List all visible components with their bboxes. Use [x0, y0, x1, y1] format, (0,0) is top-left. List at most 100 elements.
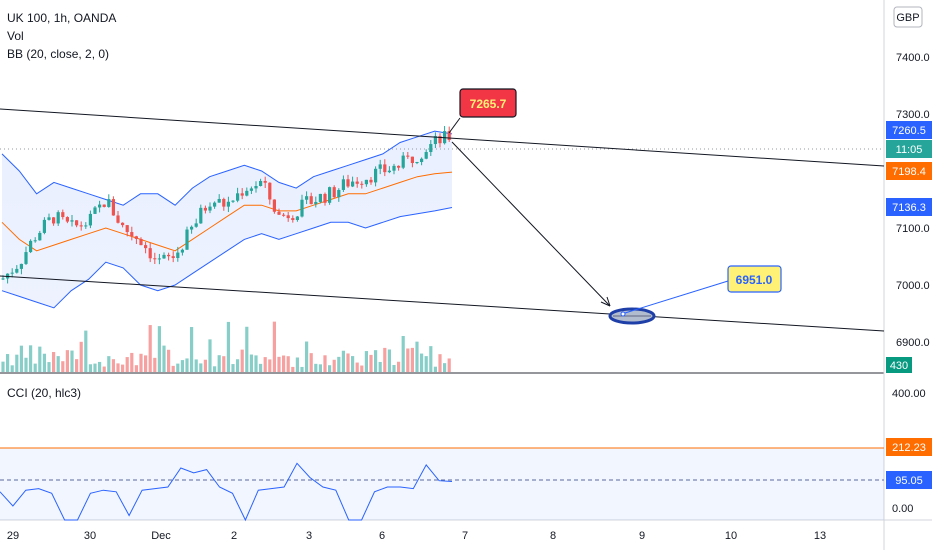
candle-body [420, 158, 424, 163]
volume-bar [139, 353, 143, 372]
bb-basis-value: 7198.4 [892, 166, 926, 178]
candle-body [351, 181, 355, 187]
volume-bar [130, 352, 134, 372]
projection-arrow-line[interactable] [451, 141, 611, 307]
cci-overbought-value: 212.23 [892, 442, 926, 454]
bb-lower-badge-box [886, 198, 932, 216]
candle-body [272, 199, 276, 212]
volume-bar [295, 357, 299, 372]
volume-bar [222, 356, 226, 372]
bb-upper-line [1, 130, 453, 206]
candle-body [157, 258, 161, 260]
bb-basis-line [1, 171, 453, 252]
candle-body [116, 215, 120, 223]
countdown-badge-box [886, 140, 932, 158]
candle-body [268, 182, 272, 200]
volume-bar [420, 353, 424, 372]
cci-current-value: 95.05 [895, 475, 923, 487]
candle-body [369, 179, 373, 183]
volume-bar [33, 363, 37, 372]
candle-body [226, 201, 230, 207]
volume-bar [199, 363, 203, 372]
price-tick-label: 7100.0 [896, 223, 930, 235]
volume-bar [75, 359, 79, 372]
candle-body [130, 232, 134, 237]
volume-bar [56, 356, 60, 372]
volume-bar [42, 353, 46, 372]
channel-upper-line[interactable] [0, 108, 885, 167]
cci-legend[interactable]: CCI (20, hlc3) [7, 386, 81, 400]
bb-band-fill [2, 131, 452, 308]
candle-body [10, 272, 14, 274]
volume-bar [38, 346, 42, 372]
volume-bar [337, 356, 341, 372]
volume-bar [447, 358, 451, 372]
candle-body [392, 165, 396, 171]
volume-bar [387, 349, 391, 372]
volume-bar [185, 358, 189, 372]
candle-body [295, 216, 299, 221]
countdown-value: 11:05 [896, 144, 923, 156]
candle-body [38, 232, 42, 241]
cci-axis[interactable]: 400.00 0.00 [892, 388, 926, 515]
volume-bar [65, 350, 69, 372]
candle-body [111, 199, 115, 216]
time-axis[interactable]: 29 30 Dec 2 3 6 7 8 9 10 13 [7, 530, 826, 542]
candle-body [88, 213, 92, 226]
volume-bar [332, 359, 336, 372]
candle-body [19, 263, 23, 269]
candle-body [245, 190, 249, 196]
volume-bar [19, 345, 23, 372]
volume-bar [102, 366, 106, 372]
volume-bar [318, 364, 322, 372]
candle-body [443, 131, 447, 144]
volume-bar [1, 361, 5, 372]
candle-body [33, 240, 37, 242]
candle-body [387, 170, 391, 173]
volume-bar [93, 363, 97, 372]
candle-body [24, 252, 28, 264]
candle-body [125, 225, 129, 233]
candle-body [190, 226, 194, 230]
target-callout[interactable]: 6951.0 [727, 265, 782, 293]
volume-bar [397, 361, 401, 372]
cci-tick-label: 0.00 [892, 503, 913, 515]
candle-body [364, 179, 368, 185]
volume-bar [148, 325, 152, 372]
volume-bar [208, 339, 212, 372]
volume-bar [360, 365, 364, 372]
candle-body [254, 186, 258, 189]
volume-bar [406, 348, 410, 372]
volume-bar [346, 353, 350, 372]
volume-bar [286, 356, 290, 372]
volume-bar [70, 350, 74, 372]
candle-body [401, 155, 405, 168]
candle-body [153, 258, 157, 260]
symbol-title: UK 100, 1h, OANDA [7, 11, 116, 25]
volume-bar [194, 359, 198, 372]
target-callout-leader [624, 280, 729, 314]
bb-lower-value: 7136.3 [892, 202, 926, 214]
volume-bar [369, 354, 373, 372]
volume-bar [144, 355, 148, 372]
time-tick-label: Dec [151, 530, 171, 542]
candle-body [374, 168, 378, 183]
high-callout[interactable]: 7265.7 [448, 88, 517, 134]
channel-lower-line[interactable] [0, 275, 885, 332]
bb-legend[interactable]: BB (20, close, 2, 0) [7, 47, 109, 61]
countdown-badge: 11:05 [886, 140, 932, 158]
volume-bar [157, 326, 161, 372]
volume-bars [1, 321, 451, 372]
price-tick-label: 7000.0 [896, 280, 930, 292]
currency-badge[interactable]: GBP [893, 6, 923, 28]
vol-legend[interactable]: Vol [7, 29, 24, 43]
candle-body [75, 220, 79, 226]
volume-bar [6, 354, 10, 372]
volume-bar [98, 361, 102, 372]
candle-body [79, 225, 83, 227]
cci-pane[interactable] [0, 374, 884, 520]
volume-bar [84, 330, 88, 372]
high-callout-box [459, 88, 517, 118]
